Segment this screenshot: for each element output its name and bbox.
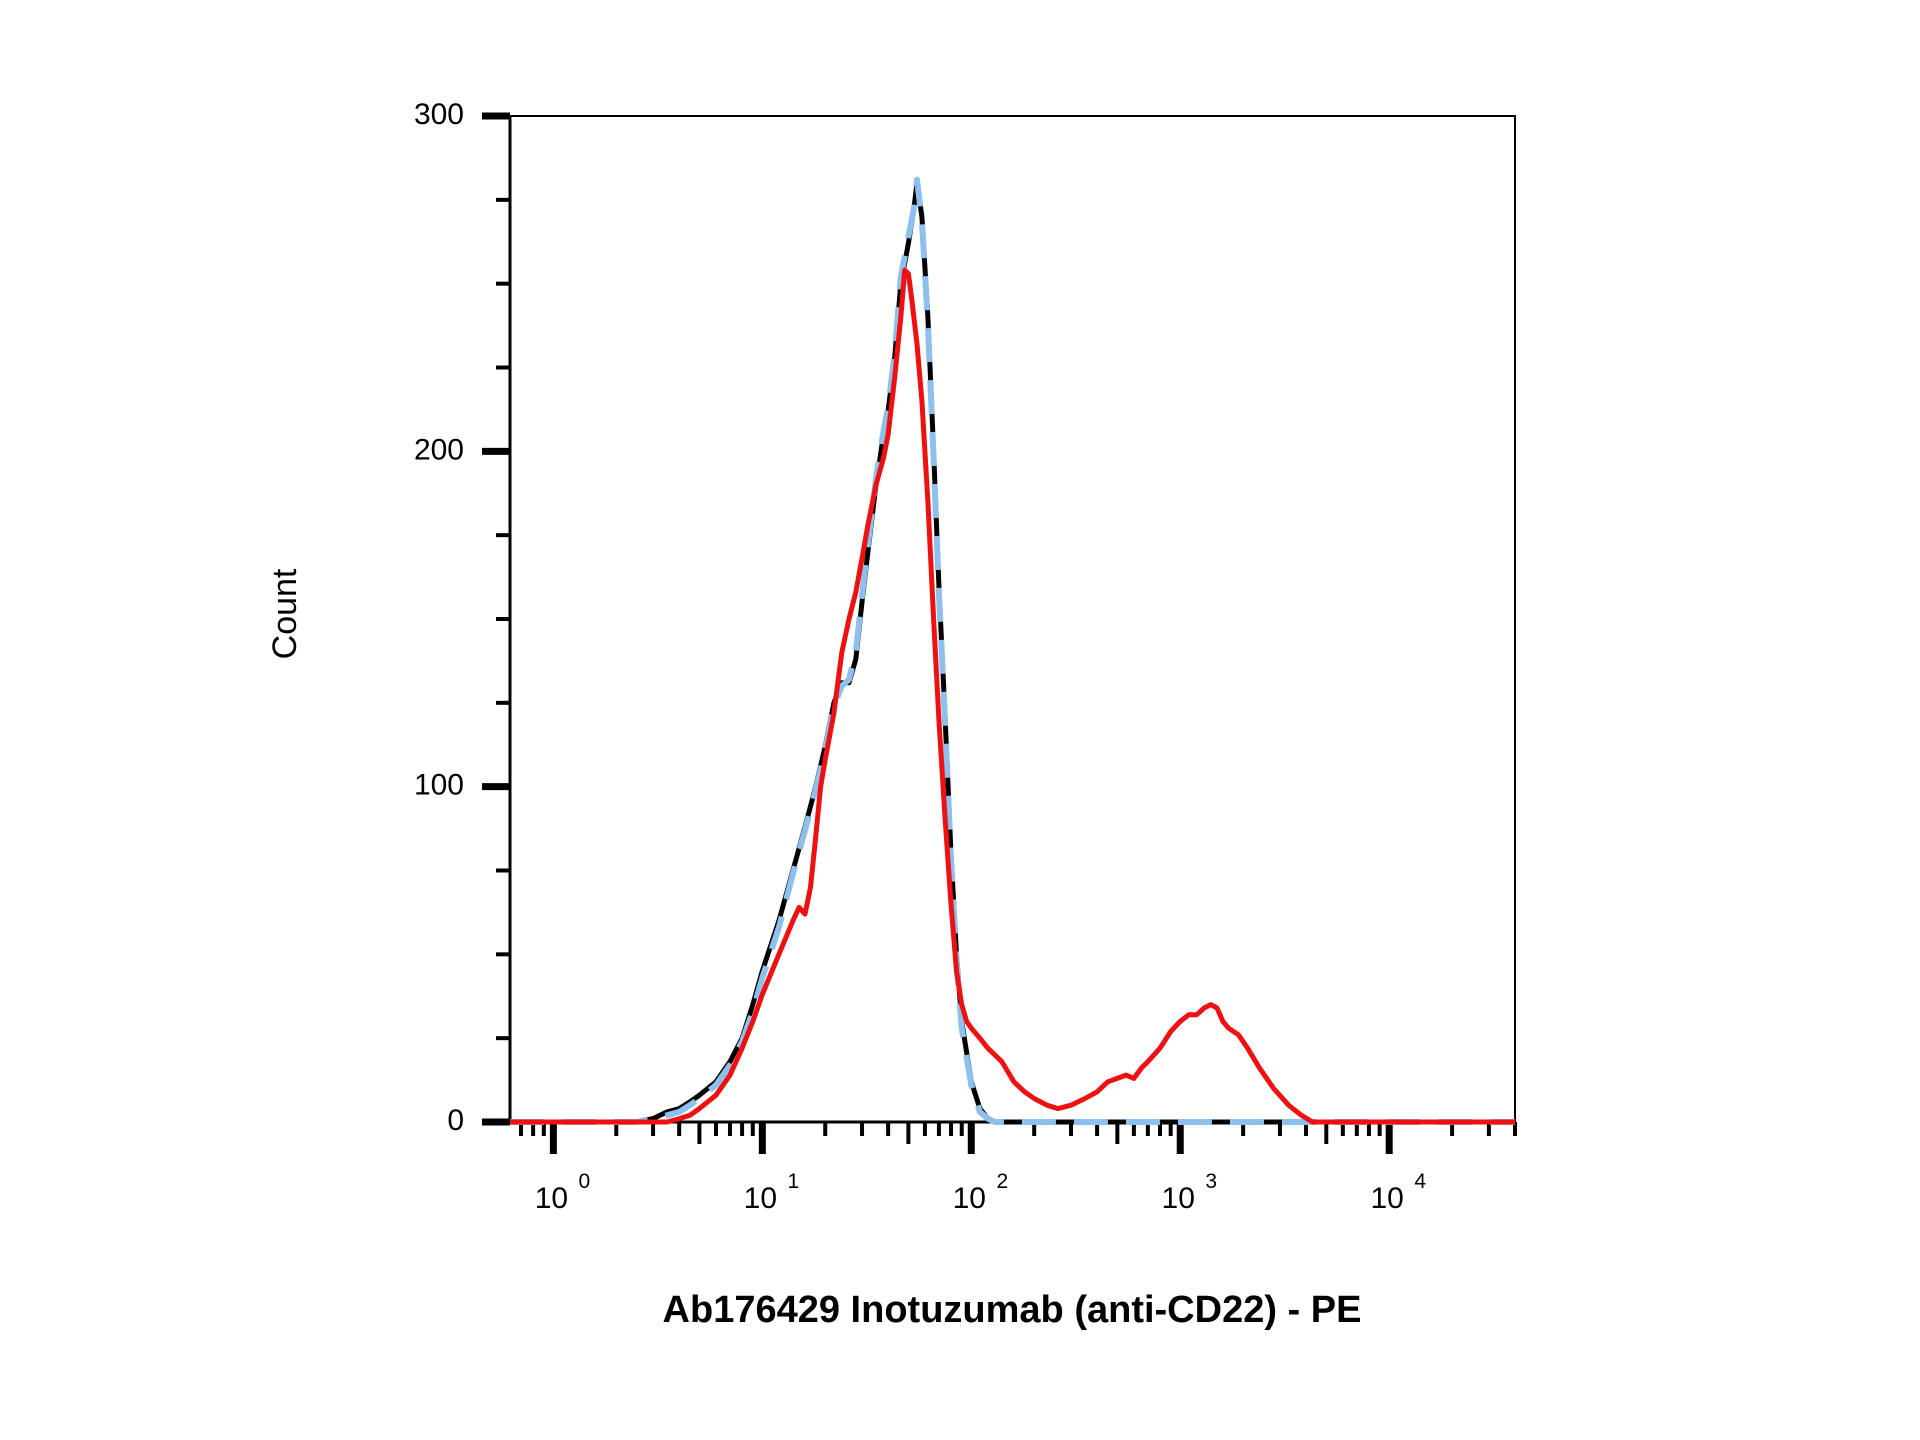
y-tick-label: 300 — [414, 98, 464, 131]
series-layer — [510, 176, 1515, 1125]
x-axis: 10 0 10 1 10 2 10 3 10 4 — [510, 1120, 1517, 1215]
x-tick-label: 10 — [535, 1182, 568, 1215]
x-tick-exponent: 3 — [1205, 1170, 1217, 1193]
y-tick-label: 0 — [447, 1104, 464, 1137]
x-tick-exponent: 1 — [787, 1170, 799, 1193]
x-tick-label: 10 — [1371, 1182, 1404, 1215]
series-line-2 — [510, 267, 1515, 1125]
x-tick-exponent: 2 — [996, 1170, 1008, 1193]
x-tick-label: 10 — [953, 1182, 986, 1215]
x-tick-exponent: 4 — [1414, 1170, 1426, 1193]
plot-frame — [509, 115, 1516, 1123]
series-line-0 — [510, 180, 1515, 1125]
x-tick-label: 10 — [744, 1182, 777, 1215]
x-tick-label: 10 — [1162, 1182, 1195, 1215]
x-axis-title: Ab176429 Inotuzumab (anti-CD22) - PE — [663, 1289, 1362, 1331]
series-line-1 — [510, 176, 1515, 1125]
y-axis-title: Count — [266, 568, 304, 659]
y-tick-label: 100 — [414, 769, 464, 802]
y-axis: 0 100 200 300 — [414, 98, 512, 1137]
y-tick-label: 200 — [414, 433, 464, 466]
x-tick-exponent: 0 — [579, 1170, 591, 1193]
